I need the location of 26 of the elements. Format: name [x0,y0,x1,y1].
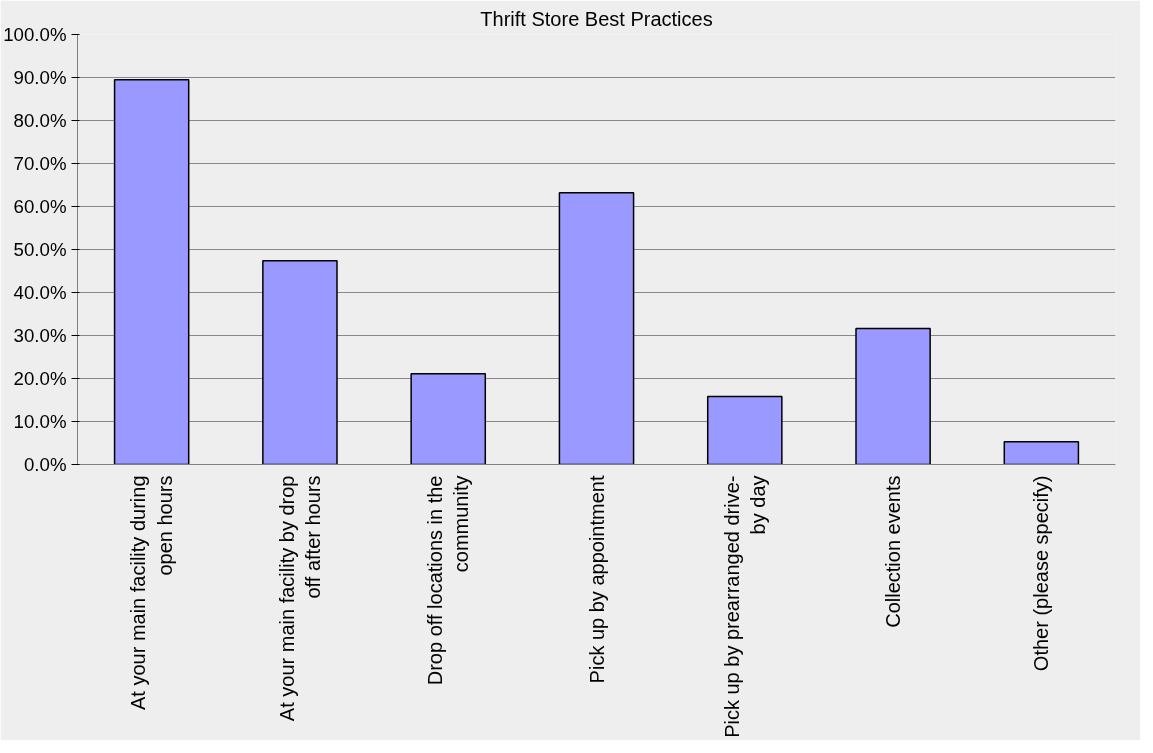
bar [558,191,635,465]
y-tick-label: 0.0% [23,454,67,475]
bar [262,259,338,465]
x-tick-label: Pick up by prearranged drive-by day [720,475,769,738]
x-tick-label: Collection events [882,475,905,628]
bar [113,78,190,465]
bar [706,395,783,465]
y-tick-label: 90.0% [13,67,67,88]
bar [855,327,931,465]
bar [1003,440,1080,465]
x-tick-label: At your main facility by drop off after hours [275,475,325,722]
y-tick-label: 20.0% [13,368,67,389]
bar [410,373,487,465]
y-tick-label: 40.0% [13,282,67,303]
x-tick-label: Other (please specify) [1030,475,1053,672]
x-tick-label: Drop off locations in the community [424,475,473,686]
y-tick-label: 100.0% [3,24,67,45]
x-tick-label: Pick up by appointment [585,475,608,684]
x-tick-label: At your main facility during open hours [127,475,176,711]
y-tick-label: 80.0% [13,110,67,131]
y-tick-label: 70.0% [13,153,67,174]
chart-title: Thrift Store Best Practices [480,7,713,30]
y-tick-label: 10.0% [13,411,67,432]
y-tick-label: 30.0% [13,325,67,346]
y-tick-label: 50.0% [13,239,67,260]
y-tick-label: 60.0% [13,196,67,217]
